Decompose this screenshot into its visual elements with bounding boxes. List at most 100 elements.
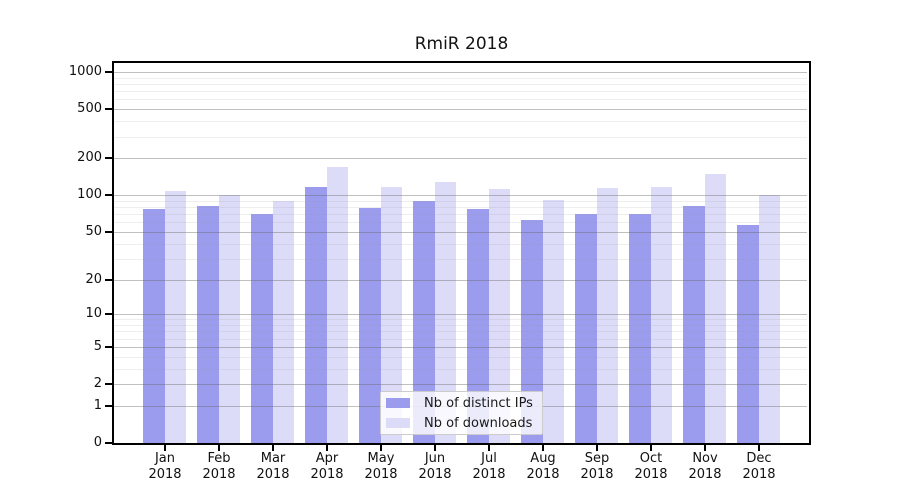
y-axis-tick bbox=[105, 278, 112, 281]
bar-sep-ips bbox=[575, 214, 597, 443]
minor-gridline bbox=[114, 258, 807, 260]
bar-dec-downloads bbox=[759, 195, 780, 443]
x-axis-tick-label: Apr 2018 bbox=[310, 451, 344, 482]
legend-item-downloads: Nb of downloads bbox=[386, 414, 542, 432]
bar-aug-ips bbox=[521, 219, 543, 443]
bar-mar-downloads bbox=[273, 200, 294, 443]
y-axis-tick-label: 500 bbox=[77, 101, 102, 117]
minor-gridline bbox=[114, 99, 807, 101]
x-axis-tick-label: Nov 2018 bbox=[688, 451, 722, 482]
x-axis-tick bbox=[380, 445, 382, 451]
minor-gridline bbox=[114, 121, 807, 123]
x-axis-tick bbox=[542, 445, 544, 451]
y-axis-tick bbox=[105, 345, 112, 348]
minor-gridline bbox=[114, 136, 807, 138]
major-gridline bbox=[114, 279, 807, 281]
y-axis-tick-label: 5 bbox=[93, 338, 102, 354]
y-axis-tick-label: 0 bbox=[93, 435, 102, 450]
bar-dec-ips bbox=[737, 225, 759, 443]
y-axis-tick bbox=[105, 230, 112, 233]
bar-aug-downloads bbox=[543, 199, 564, 443]
bar-sep-downloads bbox=[597, 188, 618, 443]
y-axis-tick bbox=[105, 383, 112, 385]
x-axis-tick bbox=[704, 445, 706, 451]
x-axis-tick bbox=[650, 445, 652, 451]
bar-jul-downloads bbox=[489, 189, 510, 443]
minor-gridline bbox=[114, 331, 807, 333]
x-axis-tick-label: May 2018 bbox=[364, 451, 398, 482]
x-axis-tick bbox=[326, 445, 328, 451]
minor-gridline bbox=[114, 214, 807, 216]
y-axis-tick-label: 20 bbox=[85, 271, 102, 287]
minor-gridline bbox=[114, 84, 807, 85]
legend-label-distinct-ips: Nb of distinct IPs bbox=[424, 395, 533, 411]
legend-item-distinct-ips: Nb of distinct IPs bbox=[386, 394, 542, 412]
bar-jul-ips bbox=[467, 209, 489, 443]
y-axis-tick-label: 200 bbox=[77, 150, 102, 166]
bar-feb-ips bbox=[197, 206, 219, 443]
x-axis-tick-label: Jun 2018 bbox=[418, 451, 452, 482]
major-gridline bbox=[114, 158, 807, 160]
minor-gridline bbox=[114, 356, 807, 358]
chart-title: RmiR 2018 bbox=[414, 34, 509, 54]
y-axis-tick bbox=[105, 108, 112, 111]
x-axis-tick-label: Jul 2018 bbox=[472, 451, 506, 482]
legend: Nb of distinct IPs Nb of downloads bbox=[380, 391, 543, 435]
bar-apr-downloads bbox=[327, 166, 348, 443]
x-axis-tick bbox=[434, 445, 436, 451]
y-axis-tick-label: 10 bbox=[85, 306, 102, 322]
bar-mar-ips bbox=[251, 214, 273, 443]
minor-gridline bbox=[114, 368, 807, 370]
bar-jan-ips bbox=[143, 209, 165, 443]
major-gridline bbox=[114, 195, 807, 197]
x-axis-tick-label: Feb 2018 bbox=[202, 451, 236, 482]
x-axis-tick bbox=[164, 445, 166, 451]
y-axis-tick bbox=[105, 194, 112, 197]
minor-gridline bbox=[114, 243, 807, 245]
y-axis-tick bbox=[105, 157, 112, 160]
minor-gridline bbox=[114, 91, 807, 93]
legend-label-downloads: Nb of downloads bbox=[424, 415, 533, 431]
bar-nov-downloads bbox=[705, 173, 726, 443]
bar-may-downloads bbox=[381, 186, 402, 443]
minor-gridline bbox=[114, 77, 807, 79]
bar-jan-downloads bbox=[165, 191, 186, 443]
x-axis-tick-label: Sep 2018 bbox=[580, 451, 614, 482]
major-gridline bbox=[114, 384, 807, 385]
major-gridline bbox=[114, 231, 807, 233]
major-gridline bbox=[114, 346, 807, 348]
minor-gridline bbox=[114, 200, 807, 202]
bar-jun-ips bbox=[413, 200, 435, 443]
x-axis-tick-label: Aug 2018 bbox=[526, 451, 560, 482]
y-axis-tick-label: 1 bbox=[93, 397, 102, 413]
bar-may-ips bbox=[359, 207, 381, 443]
minor-gridline bbox=[114, 222, 807, 224]
x-axis-tick-label: Mar 2018 bbox=[256, 451, 290, 482]
y-axis-tick bbox=[105, 71, 112, 73]
y-axis-tick bbox=[105, 442, 112, 444]
bar-jun-downloads bbox=[435, 182, 456, 443]
y-axis-tick-label: 50 bbox=[85, 223, 102, 239]
major-gridline bbox=[114, 109, 807, 111]
y-axis-tick-label: 2 bbox=[93, 376, 102, 391]
x-axis-tick bbox=[272, 445, 274, 451]
minor-gridline bbox=[114, 325, 807, 326]
x-axis-tick-label: Dec 2018 bbox=[742, 451, 776, 482]
bar-oct-ips bbox=[629, 214, 651, 443]
x-axis-tick bbox=[758, 445, 760, 451]
bar-apr-ips bbox=[305, 187, 327, 443]
x-axis-tick bbox=[488, 445, 490, 451]
y-axis-tick-label: 1000 bbox=[68, 64, 102, 79]
major-gridline bbox=[114, 72, 807, 73]
y-axis-tick-label: 100 bbox=[77, 187, 102, 203]
minor-gridline bbox=[114, 319, 807, 321]
legend-swatch-downloads bbox=[386, 418, 410, 428]
x-axis-tick-label: Jan 2018 bbox=[148, 451, 182, 482]
minor-gridline bbox=[114, 338, 807, 340]
minor-gridline bbox=[114, 207, 807, 208]
bar-nov-ips bbox=[683, 205, 705, 443]
x-axis-tick bbox=[596, 445, 598, 451]
x-axis-tick-label: Oct 2018 bbox=[634, 451, 668, 482]
legend-swatch-distinct-ips bbox=[386, 398, 410, 408]
